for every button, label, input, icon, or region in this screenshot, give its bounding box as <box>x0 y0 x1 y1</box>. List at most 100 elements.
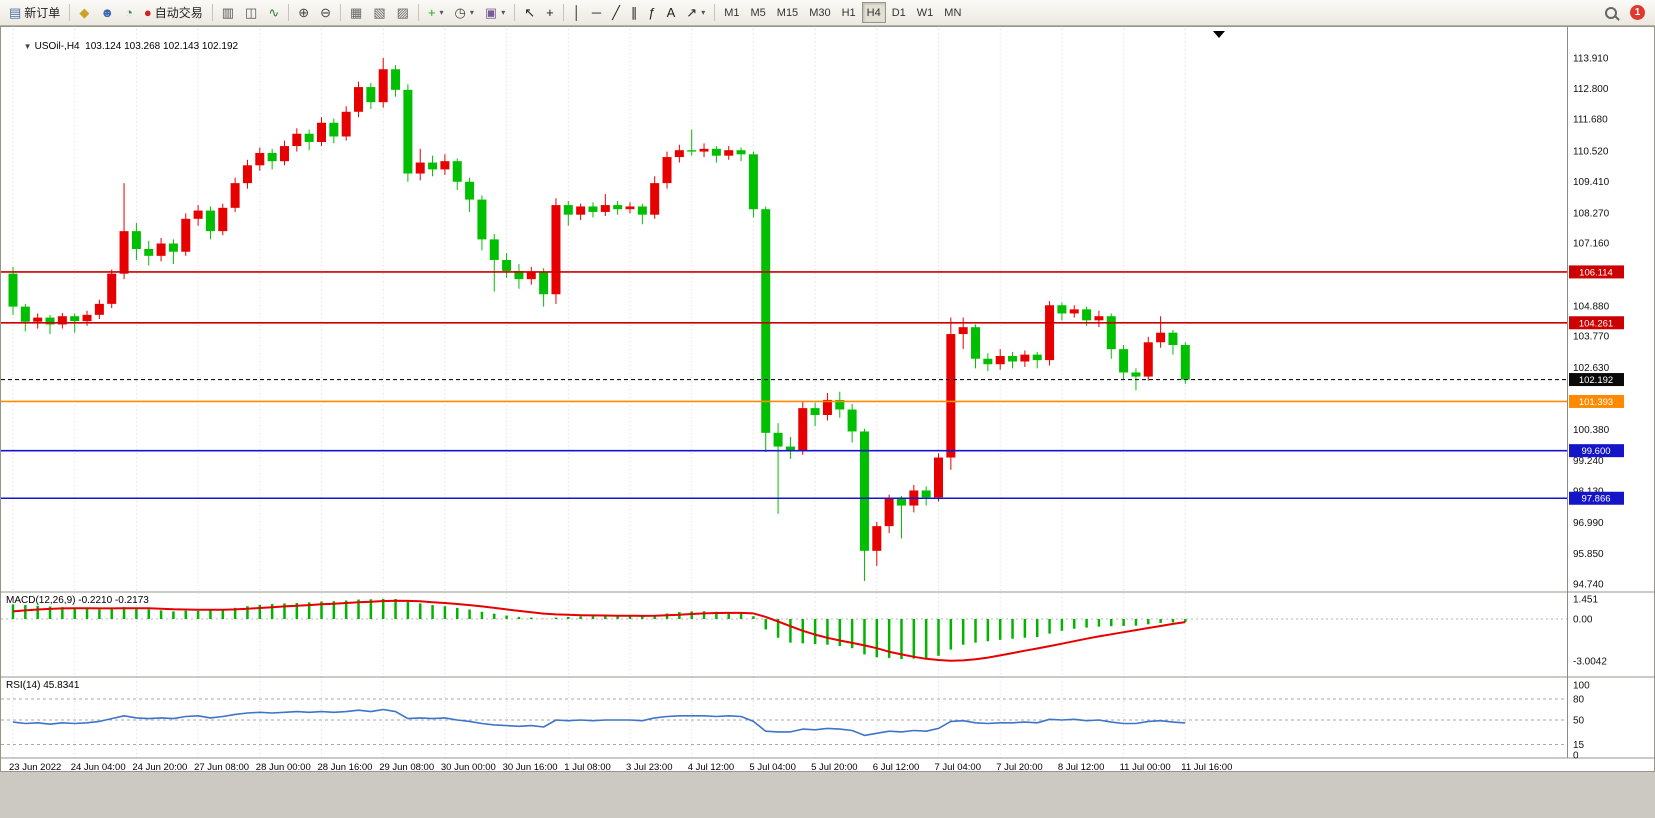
price-badge-104.261 <box>1569 316 1624 330</box>
candle <box>452 161 462 182</box>
candle <box>1082 309 1092 321</box>
profiles-button[interactable]: ☻ <box>95 2 119 23</box>
time-tick-label: 23 Jun 2022 <box>9 762 61 771</box>
new-order-button[interactable]: ▤ 新订单 <box>4 2 65 23</box>
zoom-in-button[interactable]: ⊕ <box>293 2 314 23</box>
price-tick-label: 111.680 <box>1573 115 1608 126</box>
candle <box>45 317 55 325</box>
candle <box>613 205 623 210</box>
indicators-button[interactable]: + ▾ <box>423 2 449 23</box>
periods-button[interactable]: ◷ ▾ <box>450 2 479 23</box>
timeframe-mn-button[interactable]: MN <box>939 2 966 23</box>
arrows-tool-caret-icon: ▾ <box>701 8 706 17</box>
auto-trading-button[interactable]: ● 自动交易 <box>139 2 208 23</box>
time-tick-label: 3 Jul 23:00 <box>626 762 672 771</box>
price-badge-102.192 <box>1569 373 1624 387</box>
periods-caret-icon: ▾ <box>469 8 474 17</box>
periods-icon: ◷ <box>454 5 466 20</box>
arrange-windows-icon: ▨ <box>396 5 409 20</box>
macd-tick-label: 0.00 <box>1573 615 1593 626</box>
price-tick-label: 109.410 <box>1573 177 1610 188</box>
timeframe-w1-button[interactable]: W1 <box>912 2 939 23</box>
price-badge-label: 97.866 <box>1581 494 1610 505</box>
toolbar-separator <box>562 4 564 21</box>
price-chart: 113.910 112.800 111.680 110.520 109.410 108.2… <box>1 27 1654 771</box>
candle <box>983 358 993 365</box>
timeframe-h4-button[interactable]: H4 <box>861 2 886 23</box>
vertical-line-icon: │ <box>572 5 581 20</box>
timeframe-group: M1 M5 M15 M30 H1 H4 D1 W1 MN <box>719 2 966 23</box>
cascade-windows-icon: ▧ <box>373 5 386 20</box>
zoom-in-icon: ⊕ <box>298 5 310 20</box>
arrows-tool-button[interactable]: ↗ ▾ <box>681 2 710 23</box>
fibonacci-button[interactable]: ƒ <box>643 2 660 23</box>
time-tick-label: 7 Jul 04:00 <box>935 762 981 771</box>
candle <box>8 273 18 307</box>
tile-windows-button[interactable]: ▦ <box>345 2 367 23</box>
candle <box>650 183 660 215</box>
timeframe-d1-button[interactable]: D1 <box>887 2 911 23</box>
candle <box>872 526 882 551</box>
toolbar-separator <box>69 4 71 21</box>
crosshair-button[interactable]: + <box>541 2 559 23</box>
vertical-line-button[interactable]: │ <box>568 2 586 23</box>
timeframe-m30-button[interactable]: M30 <box>804 2 835 23</box>
macd-signal-line <box>12 599 1186 662</box>
indicators-caret-icon: ▾ <box>439 8 444 17</box>
chart-shift-marker-icon[interactable] <box>1213 31 1225 38</box>
candle <box>798 408 808 451</box>
bar-chart-button[interactable]: ▥ <box>217 2 239 23</box>
candle <box>1131 372 1141 377</box>
arrange-windows-button[interactable]: ▨ <box>392 2 414 23</box>
notification-badge[interactable]: 1 <box>1630 5 1645 20</box>
timeframe-m15-button[interactable]: M15 <box>772 2 803 23</box>
templates-icon: ▣ <box>484 5 498 20</box>
timeframe-m30-label: M30 <box>809 6 831 19</box>
charts-button[interactable]: ◆ <box>74 2 94 23</box>
candle <box>168 243 178 252</box>
trendline-button[interactable]: ╱ <box>607 2 625 23</box>
candle <box>1168 332 1178 346</box>
zoom-out-button[interactable]: ⊖ <box>315 2 336 23</box>
candle <box>958 327 968 335</box>
history-center-button[interactable]: ◔ <box>120 2 138 23</box>
timeframe-m5-label: M5 <box>750 6 766 19</box>
timeframe-h1-button[interactable]: H1 <box>837 2 861 23</box>
cursor-button[interactable]: ↖ <box>519 2 540 23</box>
crosshair-icon: + <box>546 5 554 20</box>
arrows-tool-icon: ↗ <box>686 5 698 20</box>
candle <box>1119 349 1129 373</box>
cascade-windows-button[interactable]: ▧ <box>368 2 390 23</box>
price-tick-label: 99.240 <box>1573 456 1604 467</box>
timeframe-m1-button[interactable]: M1 <box>719 2 744 23</box>
timeframe-m1-label: M1 <box>724 6 740 19</box>
price-badge-label: 102.192 <box>1579 375 1613 386</box>
candle <box>1045 305 1055 361</box>
candle <box>341 111 351 137</box>
candlestick-chart-button[interactable]: ◫ <box>240 2 262 23</box>
auto-trading-icon: ● <box>143 5 152 20</box>
candle <box>588 206 598 212</box>
line-chart-button[interactable]: ∿ <box>263 2 284 23</box>
templates-button[interactable]: ▣ ▾ <box>480 2 510 23</box>
price-tick-label: 113.910 <box>1573 54 1609 65</box>
price-tick-label: 108.270 <box>1573 208 1610 219</box>
candle <box>1143 342 1153 377</box>
toolbar-separator <box>340 4 342 21</box>
price-tick-label: 95.850 <box>1573 549 1604 560</box>
equidistant-channel-button[interactable]: ∥ <box>626 2 643 23</box>
candle <box>33 317 43 322</box>
rsi-tick-label: 0 <box>1573 751 1579 762</box>
templates-caret-icon: ▾ <box>501 8 506 17</box>
title-collapse-icon[interactable]: ▼ <box>23 42 32 51</box>
candle <box>391 69 401 90</box>
price-badge-99.600 <box>1569 444 1624 458</box>
cursor-icon: ↖ <box>524 5 536 20</box>
candle <box>625 206 635 210</box>
candle <box>526 272 536 280</box>
horizontal-line-button[interactable]: ─ <box>587 2 606 23</box>
new-order-icon: ▤ <box>9 5 22 20</box>
search-button[interactable] <box>1600 2 1622 23</box>
text-label-button[interactable]: A <box>662 2 681 23</box>
timeframe-m5-button[interactable]: M5 <box>746 2 771 23</box>
